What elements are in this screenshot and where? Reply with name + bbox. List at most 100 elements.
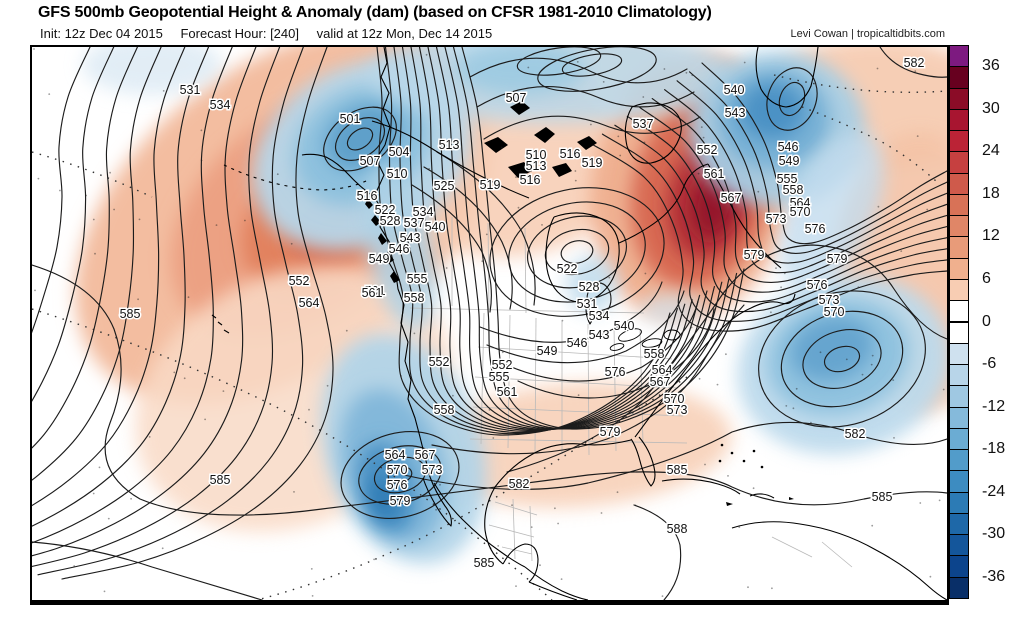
contour-label: 519 <box>480 178 501 192</box>
contour-label: 573 <box>422 463 443 477</box>
colorbar-segment <box>949 278 969 302</box>
colorbar-tick-label: -24 <box>982 482 1006 500</box>
contour-label: 567 <box>415 448 436 462</box>
contour-label: 564 <box>385 448 406 462</box>
contour-label: 534 <box>413 205 434 219</box>
contour-label: 507 <box>506 91 527 105</box>
contour-label: 561 <box>362 286 383 300</box>
contour-label: 522 <box>375 203 396 217</box>
valid-time: valid at 12z Mon, Dec 14 2015 <box>316 26 493 41</box>
colorbar-segment <box>949 236 969 259</box>
pacific-contours <box>32 47 334 580</box>
colorbar-segment <box>949 193 969 217</box>
contour-label: 576 <box>387 478 408 492</box>
contour-label: 558 <box>644 347 665 361</box>
contour-label: 579 <box>827 252 848 266</box>
colorbar-segment <box>949 172 969 195</box>
contour-label: 582 <box>509 477 530 491</box>
colorbar-segment <box>949 406 969 429</box>
colorbar-segment <box>949 257 969 280</box>
contour-label: 567 <box>650 375 671 389</box>
contour-label: 570 <box>790 205 811 219</box>
credit-text: Levi Cowan | tropicaltidbits.com <box>790 28 945 40</box>
contour-label: 540 <box>614 319 635 333</box>
contour-label: 522 <box>557 262 578 276</box>
contour-label: 546 <box>567 336 588 350</box>
contour-label: 573 <box>766 212 787 226</box>
contour-label: 570 <box>664 392 685 406</box>
contour-label: 534 <box>589 309 610 323</box>
colorbar-segment <box>949 108 969 132</box>
contour-label: 546 <box>778 140 799 154</box>
colorbar-segment <box>949 321 969 344</box>
coastlines <box>211 47 947 600</box>
contour-label: 570 <box>387 463 408 477</box>
contour-label: 582 <box>845 427 866 441</box>
map-panel: 531 534 501 504 507 510 513 516 519 525 522 528 534 5… <box>30 45 949 605</box>
colorbar-tick-label: 30 <box>982 99 1000 117</box>
colorbar-segment <box>949 66 969 89</box>
contour-label: 558 <box>783 183 804 197</box>
trough-and-ridge-contours <box>32 47 947 600</box>
contour-label: 549 <box>537 344 558 358</box>
colorbar-segment <box>949 555 969 578</box>
contour-label: 540 <box>425 220 446 234</box>
contour-label: 573 <box>667 403 688 417</box>
contour-label: 579 <box>600 425 621 439</box>
contour-label: 585 <box>474 556 495 570</box>
colorbar-tick-label: -30 <box>982 525 1006 543</box>
contour-label: 564 <box>790 196 811 210</box>
contour-label: 531 <box>180 83 201 97</box>
contour-label: 546 <box>389 242 410 256</box>
colorbar-segment <box>949 449 969 472</box>
contour-label: 537 <box>404 216 425 230</box>
colorbar-segment <box>949 512 969 536</box>
colorbar-segment <box>949 534 969 557</box>
contour-label: 543 <box>400 231 421 245</box>
height-anomaly-map: 5315345015045075105135165195255225285345… <box>32 47 947 600</box>
colorbar-tick-label: 6 <box>982 269 991 287</box>
contour-label: 552 <box>492 358 513 372</box>
contour-label: 588 <box>667 522 688 536</box>
init-time: Init: 12z Dec 04 2015 <box>40 26 163 41</box>
colorbar-segment <box>949 364 969 387</box>
contour-label: 540 <box>724 83 745 97</box>
colorbar-segment <box>949 576 969 599</box>
colorbar-segment <box>949 45 969 68</box>
colorbar-tick-label: -6 <box>982 355 997 373</box>
colorbar-tick-label: -18 <box>982 440 1006 458</box>
contour-label: 510 <box>387 167 408 181</box>
colorbar-tick-label: 36 <box>982 57 1000 75</box>
contour-label: 579 <box>744 248 765 262</box>
contour-label: 516 <box>357 189 378 203</box>
grid-point-dots <box>33 48 945 597</box>
colorbar-segment <box>949 470 969 493</box>
contour-label: 576 <box>807 278 828 292</box>
contour-label: 555 <box>777 172 798 186</box>
contour-label: 519 <box>582 156 603 170</box>
anomaly-colorbar: 36 30 24 18 12 6 0 -6 -12 -18 -24 -30 -36 <box>949 45 1005 599</box>
contour-label: 513 <box>526 159 547 173</box>
contour-label: 549 <box>369 252 390 266</box>
contour-label: 525 <box>434 179 455 193</box>
colorbar-segment <box>949 385 969 408</box>
contour-label: 576 <box>805 222 826 236</box>
contour-label: 555 <box>407 272 428 286</box>
colorbar-segment <box>949 130 969 153</box>
colorbar-tick-label: 12 <box>982 227 1000 245</box>
contour-label: 537 <box>633 117 654 131</box>
colorbar-segment <box>949 491 969 514</box>
contour-label: 558 <box>404 291 425 305</box>
contour-label: 582 <box>904 56 925 70</box>
contour-labels: 5315345015045075105135165195255225285345… <box>118 55 926 572</box>
graticule-lines <box>32 74 947 600</box>
colorbar-tick-label: 24 <box>982 142 1000 160</box>
colorbar-tick-label: -36 <box>982 567 1006 585</box>
colorbar-segment <box>949 300 969 323</box>
contour-label: 552 <box>289 274 310 288</box>
colorbar-tick-label: 18 <box>982 184 1000 202</box>
colorbar-segment <box>949 342 969 366</box>
run-info: Init: 12z Dec 04 2015 Forecast Hour: [24… <box>40 26 506 41</box>
contour-label: 531 <box>577 297 598 311</box>
